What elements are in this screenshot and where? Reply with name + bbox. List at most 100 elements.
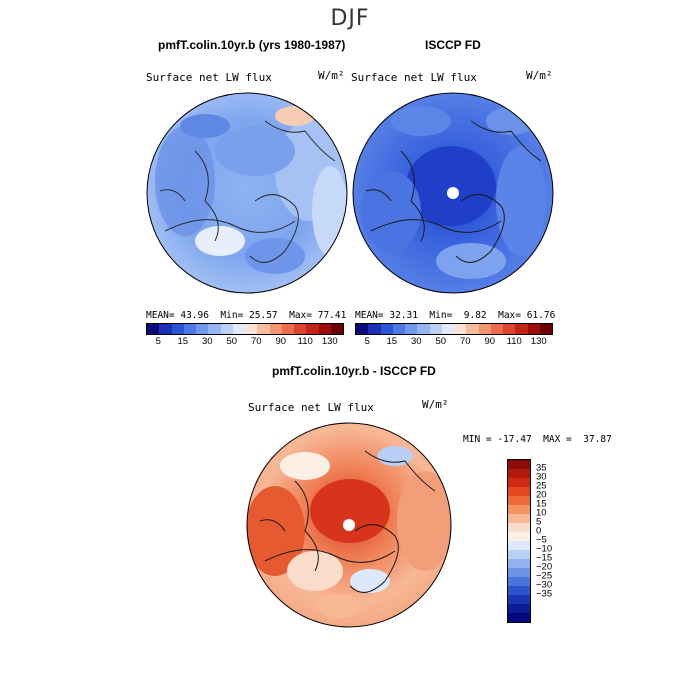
- colorbar-swatch: [356, 324, 369, 334]
- colorbar-swatch: [380, 324, 393, 334]
- colorbar-swatch: [508, 577, 530, 586]
- colorbar-swatch: [515, 324, 528, 334]
- colorbar-swatch: [405, 324, 418, 334]
- map-observations: [352, 92, 554, 294]
- colorbar-tick-label: 50: [435, 336, 447, 347]
- colorbar-tick-label: 90: [484, 336, 496, 347]
- panel2-units: W/m²: [526, 69, 553, 82]
- colorbar-difference: [507, 459, 531, 623]
- colorbar-observations: [355, 323, 553, 335]
- colorbar-swatch: [508, 613, 530, 622]
- colorbar-tick-label: 15: [536, 498, 547, 510]
- colorbar-swatch: [368, 324, 381, 334]
- colorbar-tick-label: 130: [321, 336, 338, 347]
- colorbar-tick-label: −20: [536, 561, 553, 573]
- colorbar-swatch: [508, 586, 530, 595]
- colorbar-swatch: [508, 496, 530, 505]
- map-model: [146, 92, 348, 294]
- colorbar-tick-label: 30: [410, 336, 422, 347]
- colorbar-tick-label: 15: [177, 336, 189, 347]
- colorbar-swatch: [294, 324, 307, 334]
- colorbar-observations-labels: 5 15 30 50 70 90 110 130: [355, 336, 551, 348]
- colorbar-swatch: [508, 523, 530, 532]
- colorbar-tick-label: 70: [250, 336, 262, 347]
- colorbar-tick-label: 35: [536, 462, 547, 474]
- colorbar-swatch: [508, 550, 530, 559]
- colorbar-model-labels: 5 15 30 50 70 90 110 130: [146, 336, 342, 348]
- colorbar-swatch: [539, 324, 552, 334]
- colorbar-swatch: [478, 324, 491, 334]
- panel2-variable: Surface net LW flux: [351, 71, 477, 84]
- colorbar-difference-labels: 35 30 25 20 15 10 5 0 −5 −10 −15 −20 −25 −30 −35: [536, 459, 576, 621]
- colorbar-tick-label: −15: [536, 552, 553, 564]
- colorbar-swatch: [220, 324, 233, 334]
- colorbar-swatch: [508, 505, 530, 514]
- colorbar-tick-label: 90: [275, 336, 287, 347]
- panel1-variable: Surface net LW flux: [146, 71, 272, 84]
- colorbar-swatch: [508, 487, 530, 496]
- colorbar-tick-label: 70: [459, 336, 471, 347]
- colorbar-swatch: [306, 324, 319, 334]
- colorbar-swatch: [508, 559, 530, 568]
- colorbar-swatch: [527, 324, 540, 334]
- panel2-stats: MEAN= 32.31 Min= 9.82 Max= 61.76: [355, 310, 556, 321]
- colorbar-swatch: [508, 595, 530, 604]
- colorbar-swatch: [508, 568, 530, 577]
- colorbar-swatch: [508, 514, 530, 523]
- colorbar-swatch: [208, 324, 221, 334]
- colorbar-tick-label: 20: [536, 489, 547, 501]
- colorbar-tick-label: 10: [536, 507, 547, 519]
- panel2-title: ISCCP FD: [425, 38, 481, 52]
- colorbar-swatch: [196, 324, 209, 334]
- colorbar-swatch: [508, 604, 530, 613]
- colorbar-swatch: [417, 324, 430, 334]
- colorbar-swatch: [147, 324, 160, 334]
- colorbar-tick-label: −25: [536, 570, 553, 582]
- colorbar-swatch: [490, 324, 503, 334]
- colorbar-swatch: [454, 324, 467, 334]
- colorbar-tick-label: 110: [297, 336, 313, 347]
- colorbar-swatch: [159, 324, 172, 334]
- panel3-units: W/m²: [422, 398, 449, 411]
- colorbar-swatch: [281, 324, 294, 334]
- colorbar-swatch: [508, 478, 530, 487]
- colorbar-tick-label: 5: [536, 516, 542, 528]
- colorbar-tick-label: 110: [506, 336, 522, 347]
- colorbar-tick-label: 130: [530, 336, 547, 347]
- colorbar-swatch: [269, 324, 282, 334]
- colorbar-tick-label: 15: [386, 336, 398, 347]
- colorbar-swatch: [466, 324, 479, 334]
- colorbar-swatch: [392, 324, 405, 334]
- colorbar-swatch: [257, 324, 270, 334]
- colorbar-swatch: [503, 324, 516, 334]
- colorbar-swatch: [508, 541, 530, 550]
- map-difference: [246, 422, 452, 628]
- colorbar-swatch: [232, 324, 245, 334]
- panel3-variable: Surface net LW flux: [248, 401, 374, 414]
- panel3-stats: MIN = -17.47 MAX = 37.87: [463, 434, 612, 445]
- colorbar-swatch: [508, 469, 530, 478]
- colorbar-tick-label: −5: [536, 534, 547, 546]
- colorbar-model: [146, 323, 344, 335]
- figure-title: DJF: [330, 6, 370, 31]
- colorbar-swatch: [441, 324, 454, 334]
- colorbar-swatch: [508, 532, 530, 541]
- colorbar-tick-label: 25: [536, 480, 547, 492]
- panel3-title: pmfT.colin.10yr.b - ISCCP FD: [272, 364, 436, 378]
- colorbar-swatch: [171, 324, 184, 334]
- panel1-stats: MEAN= 43.96 Min= 25.57 Max= 77.41: [146, 310, 347, 321]
- panel1-title: pmfT.colin.10yr.b (yrs 1980-1987): [158, 38, 346, 52]
- colorbar-tick-label: 30: [201, 336, 213, 347]
- panel1-units: W/m²: [318, 69, 345, 82]
- colorbar-swatch: [183, 324, 196, 334]
- colorbar-tick-label: 0: [536, 525, 542, 537]
- colorbar-tick-label: −35: [536, 588, 553, 600]
- colorbar-tick-label: 5: [364, 336, 370, 347]
- colorbar-tick-label: 50: [226, 336, 238, 347]
- colorbar-swatch: [508, 460, 530, 469]
- colorbar-tick-label: 5: [155, 336, 161, 347]
- colorbar-swatch: [245, 324, 258, 334]
- colorbar-swatch: [330, 324, 343, 334]
- colorbar-tick-label: −30: [536, 579, 553, 591]
- colorbar-swatch: [429, 324, 442, 334]
